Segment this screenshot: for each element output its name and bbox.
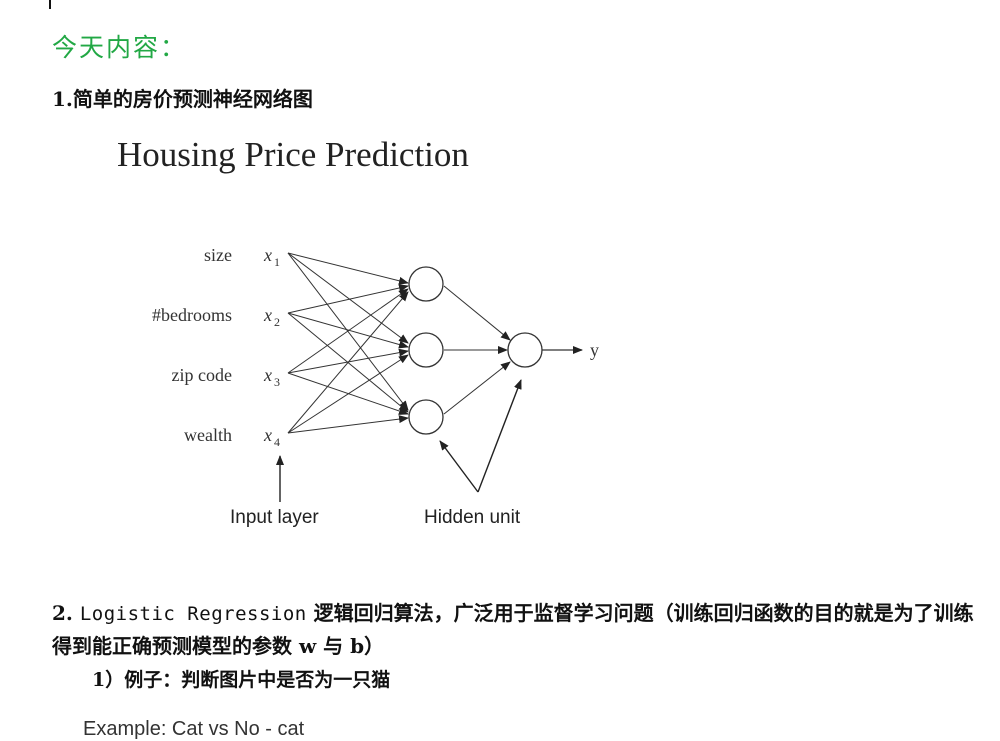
svg-text:2: 2: [274, 315, 280, 329]
svg-text:x: x: [263, 245, 272, 265]
output-node: [507, 332, 543, 368]
hidden-unit-pointer: [477, 379, 522, 493]
subsection-1-title: 1）例子：判断图片中是否为一只猫: [92, 669, 391, 691]
figure-title: Housing Price Prediction: [117, 135, 469, 174]
neural-network-diagram: size #bedrooms zip code wealth x 1 x 2 x…: [152, 245, 599, 528]
input-feature-label: zip code: [172, 365, 232, 385]
input-feature-label: wealth: [184, 425, 232, 445]
hidden-node: [408, 399, 444, 435]
output-label: y: [590, 340, 599, 360]
hidden-unit-label: Hidden unit: [424, 507, 521, 528]
section-2-description: 逻辑回归算法，广泛用于监督学习问题（训练回归函数的目的就是为了训练得到能正确预测…: [52, 601, 974, 658]
svg-text:3: 3: [274, 375, 280, 389]
svg-text:x: x: [263, 425, 272, 445]
svg-text:x: x: [263, 305, 272, 325]
input-feature-label: size: [204, 245, 232, 265]
hidden-to-output-connections: [443, 285, 511, 415]
section-2-term: Logistic Regression: [79, 603, 307, 625]
hidden-node: [408, 332, 444, 368]
input-node-x1: x 1: [263, 245, 280, 269]
svg-text:4: 4: [274, 435, 280, 449]
section-2-paragraph: 2. Logistic Regression 逻辑回归算法，广泛用于监督学习问题…: [52, 597, 982, 662]
hidden-unit-pointer: [439, 440, 479, 493]
input-feature-label: #bedrooms: [152, 305, 232, 325]
input-node-x4: x 4: [263, 425, 280, 449]
text-cursor: [49, 0, 51, 9]
svg-text:x: x: [263, 365, 272, 385]
section-2-number: 2.: [52, 601, 73, 625]
svg-text:1: 1: [274, 255, 280, 269]
input-node-x3: x 3: [263, 365, 280, 389]
input-node-x2: x 2: [263, 305, 280, 329]
page-heading: 今天内容：: [52, 33, 188, 62]
section-1-title: 1.简单的房价预测神经网络图: [52, 87, 313, 111]
hidden-node: [408, 266, 444, 302]
example-caption: Example: Cat vs No - cat: [83, 718, 305, 740]
input-layer-label: Input layer: [230, 507, 319, 528]
input-to-hidden-connections: [287, 252, 409, 434]
